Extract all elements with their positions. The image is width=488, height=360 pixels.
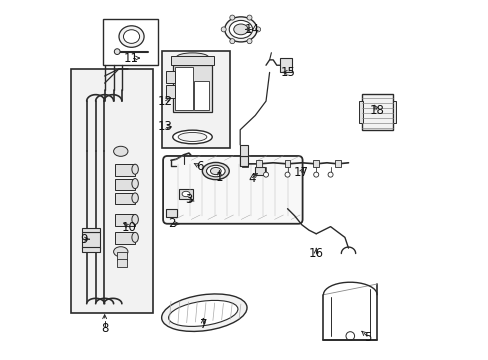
Ellipse shape bbox=[178, 132, 206, 141]
Bar bbox=[82, 232, 100, 248]
Bar bbox=[362, 94, 392, 130]
Ellipse shape bbox=[202, 162, 229, 180]
Bar bbox=[162, 51, 230, 148]
Ellipse shape bbox=[172, 130, 212, 144]
Bar bbox=[82, 247, 100, 252]
Bar bbox=[115, 179, 135, 190]
Text: 14: 14 bbox=[244, 23, 259, 36]
Circle shape bbox=[229, 39, 234, 44]
Ellipse shape bbox=[168, 300, 238, 327]
Bar bbox=[179, 189, 192, 199]
Bar bbox=[254, 167, 265, 175]
Bar bbox=[172, 65, 212, 112]
Bar bbox=[117, 259, 127, 267]
Bar bbox=[115, 164, 135, 176]
Bar bbox=[70, 69, 153, 313]
Bar bbox=[359, 101, 362, 123]
Text: 17: 17 bbox=[293, 166, 308, 179]
Bar bbox=[171, 56, 214, 65]
Ellipse shape bbox=[176, 53, 208, 62]
Bar bbox=[166, 209, 177, 217]
Bar bbox=[115, 232, 135, 244]
Bar bbox=[115, 215, 135, 226]
Text: 5: 5 bbox=[364, 330, 371, 343]
Bar bbox=[240, 145, 247, 156]
Ellipse shape bbox=[132, 179, 138, 189]
Text: 10: 10 bbox=[122, 221, 136, 234]
Bar bbox=[392, 101, 395, 123]
Bar bbox=[115, 193, 135, 204]
Text: 2: 2 bbox=[168, 217, 176, 230]
Ellipse shape bbox=[210, 167, 221, 175]
Bar bbox=[166, 85, 175, 98]
Ellipse shape bbox=[182, 191, 190, 197]
Circle shape bbox=[263, 172, 268, 177]
Text: 4: 4 bbox=[247, 172, 255, 185]
Bar bbox=[313, 160, 319, 167]
Bar bbox=[102, 19, 158, 65]
Bar bbox=[242, 160, 247, 167]
Bar bbox=[284, 160, 290, 167]
Text: 7: 7 bbox=[199, 318, 206, 331]
Circle shape bbox=[114, 49, 120, 54]
Ellipse shape bbox=[224, 17, 257, 42]
Circle shape bbox=[285, 172, 289, 177]
Text: 3: 3 bbox=[185, 193, 192, 206]
Ellipse shape bbox=[229, 21, 252, 39]
Text: 8: 8 bbox=[101, 322, 108, 335]
Ellipse shape bbox=[123, 30, 139, 43]
Bar bbox=[174, 67, 192, 110]
Bar bbox=[194, 81, 209, 110]
Bar bbox=[279, 58, 292, 72]
Bar bbox=[255, 160, 261, 167]
Ellipse shape bbox=[113, 247, 128, 257]
Bar bbox=[82, 228, 100, 232]
FancyBboxPatch shape bbox=[163, 156, 302, 224]
Circle shape bbox=[327, 172, 332, 177]
Text: 13: 13 bbox=[157, 121, 172, 134]
Ellipse shape bbox=[132, 215, 138, 225]
Circle shape bbox=[246, 15, 251, 20]
Circle shape bbox=[313, 172, 318, 177]
Text: 16: 16 bbox=[308, 247, 323, 260]
Ellipse shape bbox=[162, 294, 246, 332]
Bar bbox=[240, 156, 247, 166]
Bar bbox=[334, 160, 340, 167]
Text: 11: 11 bbox=[124, 51, 139, 64]
Circle shape bbox=[255, 27, 260, 32]
Ellipse shape bbox=[113, 146, 128, 156]
Ellipse shape bbox=[132, 232, 138, 242]
Ellipse shape bbox=[132, 193, 138, 203]
Bar bbox=[117, 252, 127, 260]
Text: 9: 9 bbox=[80, 233, 87, 246]
Ellipse shape bbox=[119, 26, 144, 47]
Text: 15: 15 bbox=[280, 66, 295, 79]
Text: 18: 18 bbox=[369, 104, 384, 117]
Ellipse shape bbox=[206, 165, 224, 177]
Bar bbox=[166, 71, 175, 83]
Circle shape bbox=[246, 39, 251, 44]
Circle shape bbox=[229, 15, 234, 20]
Ellipse shape bbox=[132, 164, 138, 174]
Text: 12: 12 bbox=[157, 95, 172, 108]
Text: 6: 6 bbox=[196, 160, 203, 173]
Circle shape bbox=[221, 27, 226, 32]
Text: 1: 1 bbox=[215, 171, 223, 184]
Ellipse shape bbox=[233, 24, 247, 35]
